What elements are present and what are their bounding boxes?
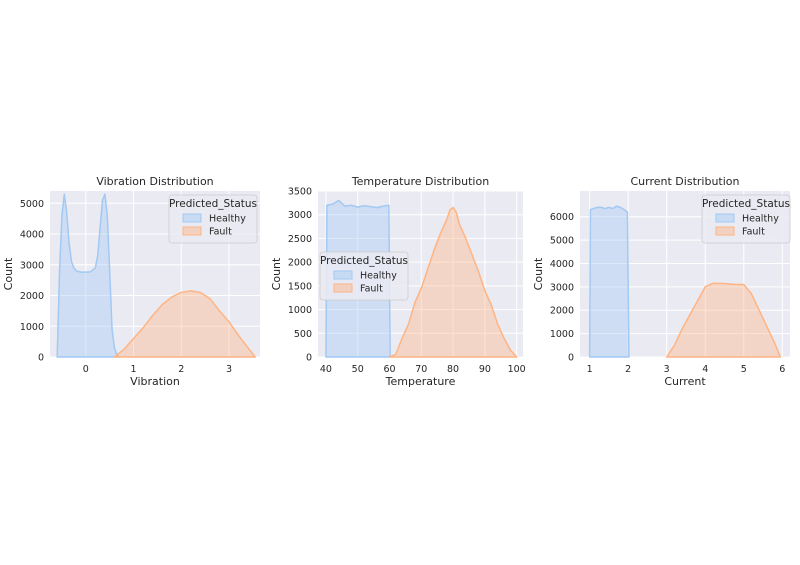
x-tick-label: 5 — [741, 364, 747, 375]
chart-3: Current Distribution 0 1000 2000 3000 4000 500… — [532, 175, 791, 388]
y-tick-label: 6000 — [550, 212, 574, 223]
y-tick-label: 500 — [294, 329, 312, 340]
legend: Predicted_Status Healthy Fault — [319, 251, 409, 301]
x-tick-label: 6 — [779, 364, 785, 375]
chart-title: Temperature Distribution — [351, 175, 489, 188]
x-tick-label: 90 — [479, 364, 491, 375]
legend-title: Predicted_Status — [169, 198, 257, 210]
legend: Predicted_Status Healthy Fault — [168, 194, 258, 244]
x-tick-label: 4 — [702, 364, 708, 375]
chart-title: Vibration Distribution — [96, 175, 213, 188]
x-tick-label: 80 — [447, 364, 459, 375]
y-tick-label: 0 — [568, 353, 574, 364]
y-tick-label: 4000 — [550, 259, 574, 270]
series-area-fault — [113, 290, 256, 358]
y-tick-label: 1000 — [288, 305, 312, 316]
y-tick-label: 2500 — [288, 234, 312, 245]
x-tick-label: 1 — [130, 364, 136, 375]
x-tick-label: 100 — [508, 364, 526, 375]
legend-label-healthy: Healthy — [209, 214, 246, 225]
x-tick-label: 40 — [320, 364, 332, 375]
x-axis-label: Vibration — [130, 375, 180, 388]
legend-box — [319, 251, 409, 301]
legend-label-healthy: Healthy — [360, 271, 397, 282]
legend-swatch-healthy — [333, 270, 353, 280]
legend-label-fault: Fault — [742, 227, 765, 238]
legend-swatch-fault — [182, 226, 202, 236]
y-tick-label: 3000 — [288, 210, 312, 221]
x-tick-label: 2 — [625, 364, 631, 375]
y-tick-label: 4000 — [20, 230, 44, 241]
x-tick-label: 3 — [226, 364, 232, 375]
chart-1: Vibration Distribution 0 1000 2000 3000 4000 5… — [2, 175, 260, 388]
legend-label-fault: Fault — [360, 284, 383, 295]
y-tick-label: 2000 — [20, 291, 44, 302]
y-tick-label: 5000 — [550, 236, 574, 247]
y-tick-label: 5000 — [20, 199, 44, 210]
y-tick-label: 0 — [306, 353, 312, 364]
y-axis-label: Count — [270, 257, 283, 290]
y-tick-label: 3500 — [288, 187, 312, 198]
chart-2: Temperature Distribution 0 500 1000 1500 2000… — [270, 175, 526, 388]
series-area-healthy — [56, 193, 120, 358]
y-tick-label: 2000 — [288, 258, 312, 269]
legend-box — [168, 194, 258, 244]
y-tick-label: 3000 — [20, 260, 44, 271]
y-axis-label: Count — [2, 257, 15, 290]
legend-swatch-fault — [715, 226, 735, 236]
legend-swatch-fault — [333, 283, 353, 293]
x-tick-label: 50 — [352, 364, 364, 375]
legend-swatch-healthy — [715, 213, 735, 223]
x-tick-label: 1 — [587, 364, 593, 375]
series-area-fault — [665, 282, 782, 358]
y-tick-label: 1500 — [288, 281, 312, 292]
y-tick-label: 1000 — [20, 322, 44, 333]
legend-title: Predicted_Status — [320, 255, 408, 267]
y-tick-label: 2000 — [550, 306, 574, 317]
x-tick-label: 3 — [664, 364, 670, 375]
legend: Predicted_Status Healthy Fault — [701, 194, 791, 244]
x-axis-label: Current — [664, 375, 706, 388]
y-tick-label: 1000 — [550, 329, 574, 340]
legend-box — [701, 194, 791, 244]
y-tick-label: 0 — [38, 353, 44, 364]
x-tick-label: 70 — [415, 364, 427, 375]
y-axis-label: Count — [532, 257, 545, 290]
x-tick-label: 2 — [178, 364, 184, 375]
legend-title: Predicted_Status — [702, 198, 790, 210]
x-axis-label: Temperature — [385, 375, 456, 388]
legend-label-healthy: Healthy — [742, 214, 779, 225]
series-area-healthy — [588, 205, 630, 358]
y-tick-label: 3000 — [550, 282, 574, 293]
legend-label-fault: Fault — [209, 227, 232, 238]
legend-swatch-healthy — [182, 213, 202, 223]
x-tick-label: 60 — [383, 364, 395, 375]
chart-title: Current Distribution — [631, 175, 740, 188]
series-area-fault — [388, 206, 518, 358]
x-tick-label: 0 — [83, 364, 89, 375]
